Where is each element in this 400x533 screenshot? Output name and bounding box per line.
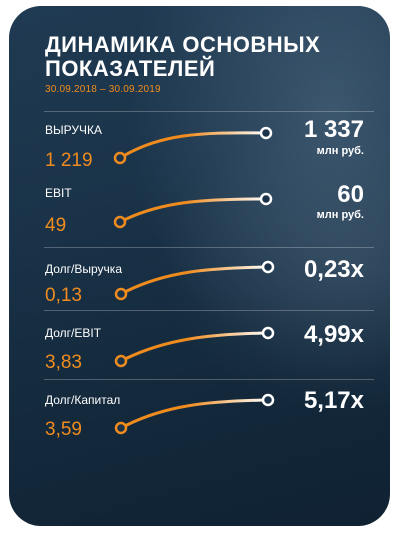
trend-line-debt-revenue <box>114 260 275 301</box>
metric-new-ebit: 60 <box>337 181 364 208</box>
metric-old-ebit: 49 <box>45 215 67 236</box>
metric-new-revenue: 1 337 <box>303 116 364 143</box>
metric-new-debt-revenue: 0,23x <box>303 256 364 283</box>
metric-old-debt-revenue: 0,13 <box>45 285 82 306</box>
metric-unit-revenue: млн руб. <box>316 145 364 157</box>
metric-label-debt-revenue: Долг/Выручка <box>45 262 122 276</box>
divider <box>44 379 374 380</box>
period-label: 30.09.2018 – 30.09.2019 <box>45 84 161 95</box>
trend-line-revenue <box>113 126 273 165</box>
card-title: ДИНАМИКА ОСНОВНЫХ ПОКАЗАТЕЛЕЙ <box>45 32 321 81</box>
metric-label-debt-ebit: Долг/EBIT <box>45 326 102 340</box>
trend-curves <box>113 126 275 435</box>
metric-old-debt-capital: 3,59 <box>45 419 82 440</box>
divider <box>44 310 374 311</box>
trend-line-ebit <box>113 192 273 229</box>
metric-label-revenue: ВЫРУЧКА <box>45 123 102 137</box>
trend-line-debt-capital <box>114 393 275 435</box>
metric-label-ebit: EBIT <box>45 186 72 200</box>
divider <box>44 111 374 112</box>
metric-old-debt-ebit: 3,83 <box>45 352 82 373</box>
divider <box>44 247 374 248</box>
metrics-card: ДИНАМИКА ОСНОВНЫХ ПОКАЗАТЕЛЕЙ 30.09.2018… <box>9 6 390 526</box>
metric-label-debt-capital: Долг/Капитал <box>45 393 121 407</box>
metric-unit-ebit: млн руб. <box>316 209 364 221</box>
metric-new-debt-ebit: 4,99x <box>303 321 364 348</box>
metric-old-revenue: 1 219 <box>45 150 93 171</box>
metric-new-debt-capital: 5,17x <box>303 387 364 414</box>
trend-line-debt-ebit <box>114 326 275 368</box>
